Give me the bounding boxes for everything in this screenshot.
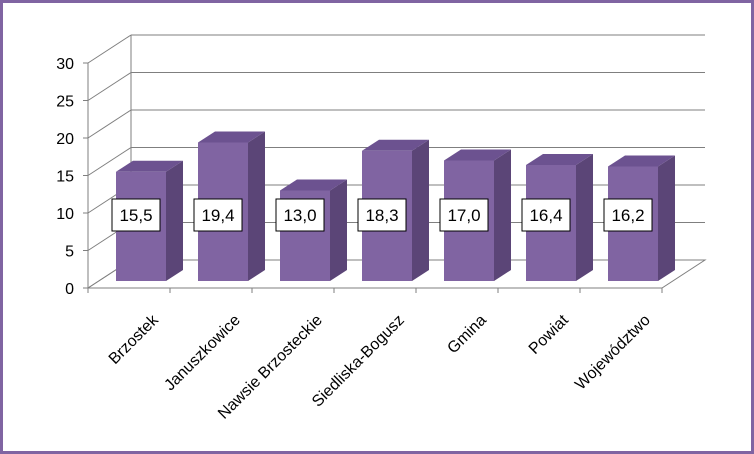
bar-side <box>576 154 593 281</box>
y-tick-label: 10 <box>56 206 74 223</box>
data-label: 19,4 <box>193 198 243 232</box>
gridline-diagonal <box>87 72 132 101</box>
svg-text:18,3: 18,3 <box>365 206 398 225</box>
svg-text:13,0: 13,0 <box>283 206 316 225</box>
bar-top <box>116 160 183 172</box>
gridline-diagonal <box>87 109 132 139</box>
category-label: Siedliska-Bogusz <box>309 312 408 411</box>
bar-top <box>526 154 593 165</box>
category-label: Województwo <box>572 312 654 394</box>
category-label: Gmina <box>444 312 489 357</box>
bar-side <box>248 131 265 281</box>
gridline-diagonal <box>87 34 132 64</box>
data-label: 13,0 <box>275 198 325 232</box>
y-tick-label: 30 <box>56 56 74 73</box>
data-label: 18,3 <box>357 198 407 232</box>
category-label: Januszkowice <box>161 312 244 395</box>
bar-side <box>166 160 183 281</box>
gridline-diagonal <box>87 147 132 176</box>
svg-text:19,4: 19,4 <box>201 206 234 225</box>
y-tick-label: 25 <box>56 94 74 111</box>
bar-side <box>658 155 675 281</box>
data-label: 16,2 <box>603 198 653 232</box>
bar-chart: 0 5 10 15 20 25 30 15,5 19,4 13,0 18,3 1… <box>56 34 707 423</box>
data-label: 16,4 <box>521 198 571 232</box>
category-label: Powiat <box>526 311 572 357</box>
y-tick-label: 15 <box>56 169 74 186</box>
bar-side <box>412 139 429 281</box>
data-labels: 15,5 19,4 13,0 18,3 17,0 16,4 16,2 <box>111 198 653 232</box>
y-tick-label: 20 <box>56 131 74 148</box>
bar-top <box>608 155 675 167</box>
svg-text:15,5: 15,5 <box>119 206 152 225</box>
svg-text:17,0: 17,0 <box>447 206 480 225</box>
bar-top <box>444 149 511 161</box>
data-label: 15,5 <box>111 198 161 232</box>
category-label: Brzostek <box>106 311 163 368</box>
x-axis-categories: Brzostek Januszkowice Nawsie Brzosteckie… <box>106 311 654 422</box>
y-tick-label: 5 <box>65 244 74 261</box>
svg-text:16,2: 16,2 <box>611 206 644 225</box>
y-axis-ticks: 0 5 10 15 20 25 30 <box>56 56 74 298</box>
bar-top <box>280 179 347 191</box>
bar-side <box>494 149 511 281</box>
bar-top <box>198 131 265 143</box>
y-tick-label: 0 <box>65 281 74 298</box>
bar-top <box>362 139 429 151</box>
bar-side <box>330 179 347 281</box>
data-label: 17,0 <box>439 198 489 232</box>
svg-text:16,4: 16,4 <box>529 206 562 225</box>
